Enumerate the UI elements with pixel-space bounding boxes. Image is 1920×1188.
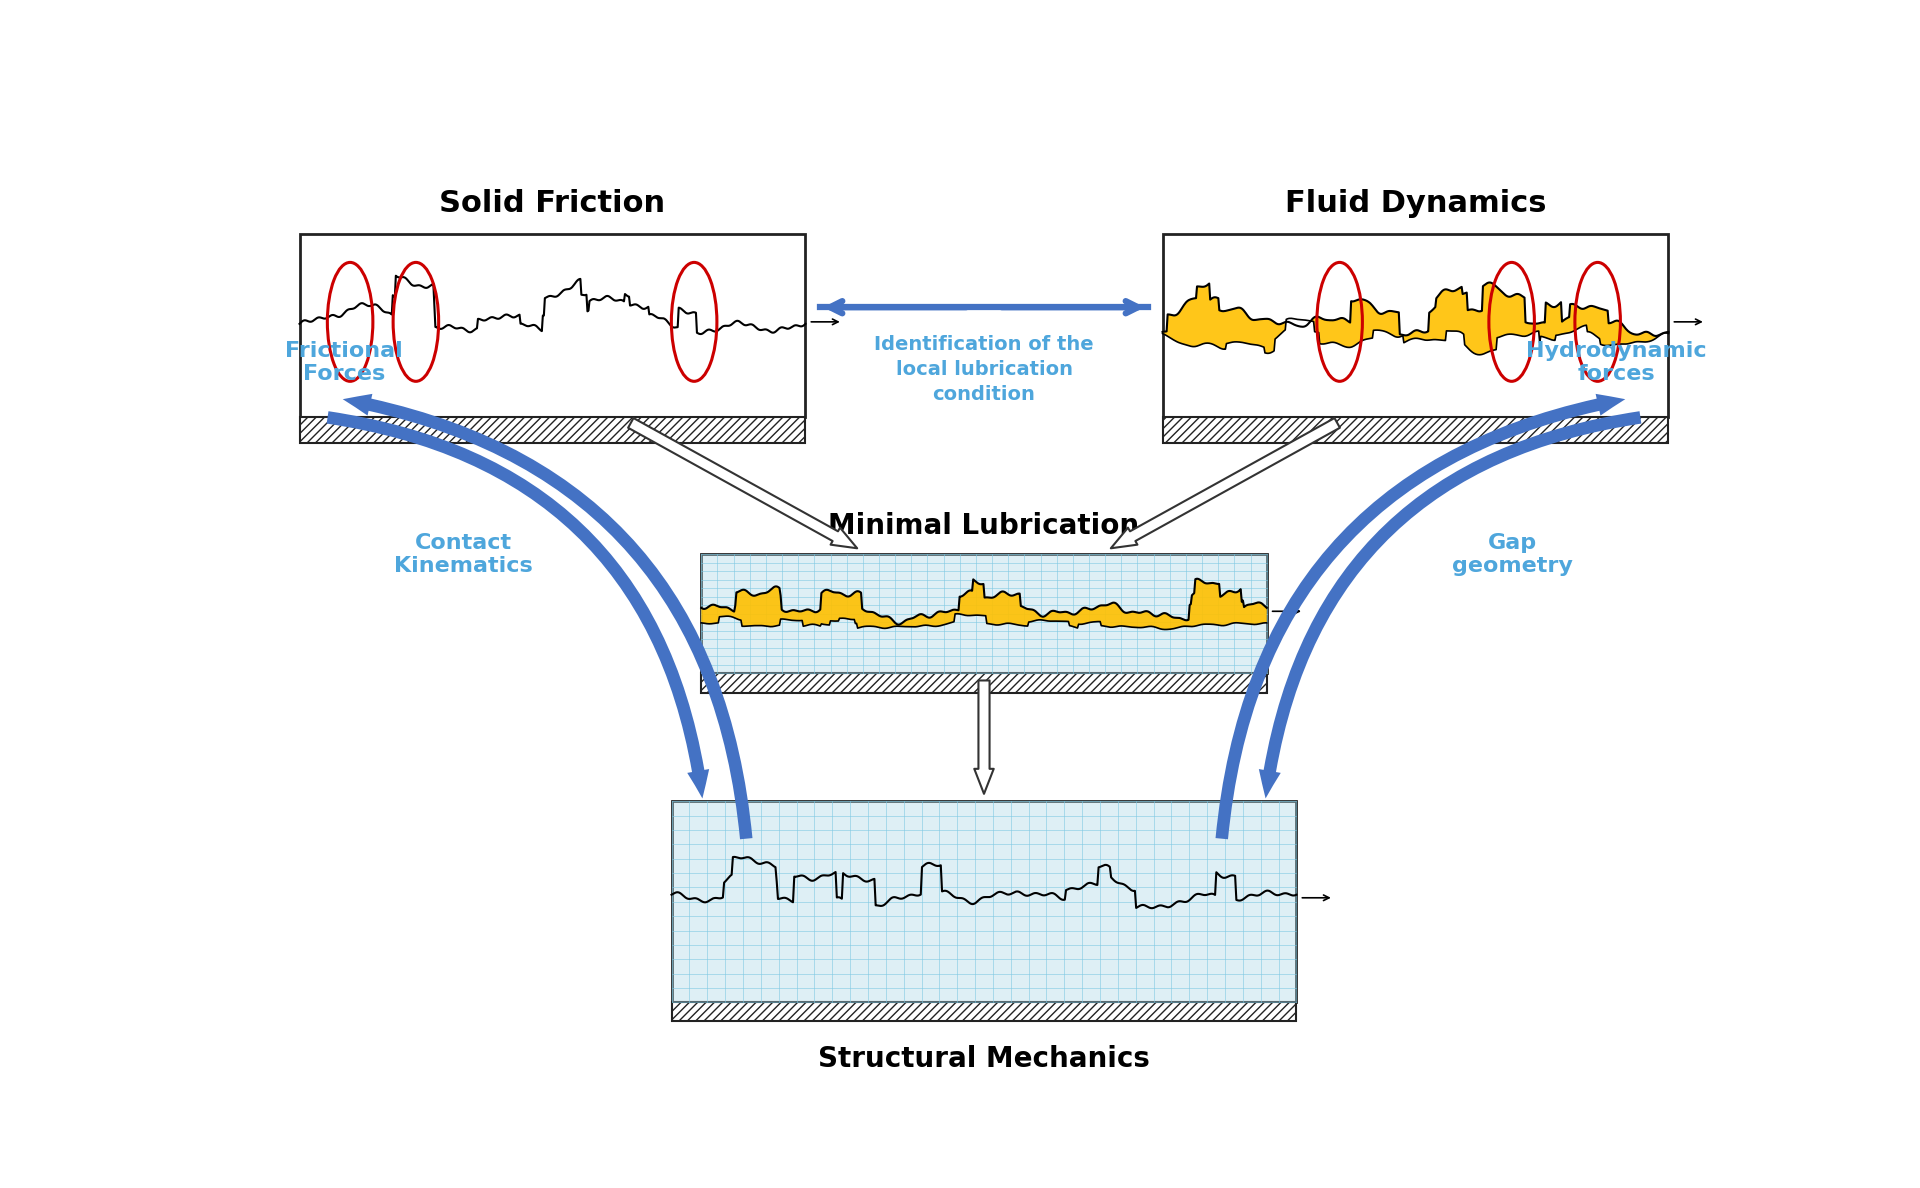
Bar: [300, 234, 806, 417]
FancyArrowPatch shape: [1215, 394, 1624, 839]
Bar: [1162, 417, 1668, 443]
Text: Gap
geometry: Gap geometry: [1452, 532, 1572, 576]
FancyArrowPatch shape: [1112, 418, 1340, 549]
Text: Solid Friction: Solid Friction: [440, 189, 666, 217]
Bar: [1162, 234, 1668, 417]
Bar: [672, 801, 1296, 1003]
FancyArrowPatch shape: [973, 681, 995, 794]
Bar: [672, 801, 1296, 1003]
Bar: [701, 554, 1267, 674]
FancyArrowPatch shape: [1260, 411, 1642, 798]
Bar: [701, 554, 1267, 674]
Text: Hydrodynamic
forces: Hydrodynamic forces: [1526, 341, 1707, 384]
Bar: [300, 417, 806, 443]
Bar: [701, 674, 1267, 694]
Text: Identification of the
local lubrication
condition: Identification of the local lubrication …: [874, 335, 1094, 404]
Text: Structural Mechanics: Structural Mechanics: [818, 1044, 1150, 1073]
FancyArrowPatch shape: [628, 418, 856, 549]
Bar: [672, 1003, 1296, 1020]
Text: Frictional
Forces: Frictional Forces: [286, 341, 403, 384]
Text: Contact
Kinematics: Contact Kinematics: [394, 532, 532, 576]
Text: Minimal Lubrication: Minimal Lubrication: [828, 512, 1140, 539]
Text: Fluid Dynamics: Fluid Dynamics: [1284, 189, 1546, 217]
FancyArrowPatch shape: [344, 394, 753, 839]
FancyArrowPatch shape: [326, 411, 708, 798]
